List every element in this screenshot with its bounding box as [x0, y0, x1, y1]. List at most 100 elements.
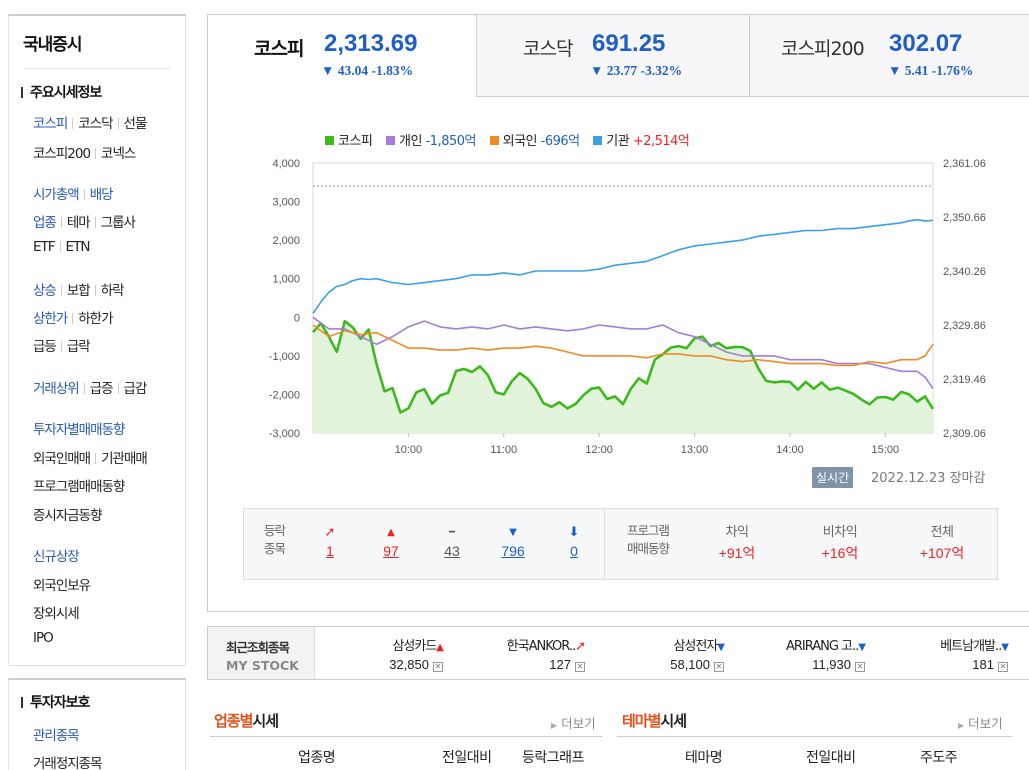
sidebar-item-halted-stocks[interactable]: 거래정지종목	[33, 756, 103, 770]
remove-icon[interactable]: ✕	[855, 662, 865, 672]
recent-stock-price: 32,850	[389, 657, 429, 672]
sidebar-row-foreign-holding: 외국인보유	[33, 574, 91, 594]
sidebar-item-plunge[interactable]: 급락	[66, 339, 91, 355]
sidebar-item-volume-drop[interactable]: 급감	[123, 381, 148, 397]
sidebar-item-lower-limit[interactable]: 하한가	[78, 311, 113, 327]
remove-icon[interactable]: ✕	[575, 662, 585, 672]
y-right-tick-label: 2,309.06	[943, 428, 986, 440]
sidebar-item-theme[interactable]: 테마	[66, 215, 91, 231]
sidebar-item-dividend[interactable]: 배당	[89, 187, 114, 203]
sidebar-item-konex[interactable]: 코넥스	[101, 146, 136, 162]
legend-value-foreign: -696억	[540, 134, 580, 149]
lower-limit-count[interactable]: 0	[570, 543, 578, 559]
market-close-date: 2022.12.23 장마감	[871, 471, 986, 486]
sidebar-row-managed: 관리종목	[33, 724, 80, 744]
sector-section-title[interactable]: 업종별시세	[214, 712, 279, 730]
sidebar-item-foreign-trading[interactable]: 외국인매매	[33, 451, 91, 467]
sidebar-row-rise: 상승 보합 하락	[33, 279, 125, 299]
tab-kospi200[interactable]: 코스피200 302.07 ▼ 5.41 -1.76%	[749, 15, 1029, 97]
sidebar-item-market-cap[interactable]: 시가총액	[33, 187, 80, 203]
sidebar-item-top-volume[interactable]: 거래상위	[33, 381, 80, 397]
sidebar-item-program-trading[interactable]: 프로그램매매동향	[33, 479, 125, 495]
realtime-badge[interactable]: 실시간	[812, 467, 854, 488]
theme-col-change: 전일대비	[806, 750, 856, 766]
sidebar-item-foreign-holding[interactable]: 외국인보유	[33, 578, 91, 594]
legend-label-institution: 기관	[606, 134, 630, 149]
sidebar-item-volume-surge[interactable]: 급증	[89, 381, 114, 397]
sector-more-link[interactable]: ▶ 더보기	[551, 716, 596, 731]
my-stock-title: MY STOCK	[226, 658, 299, 673]
breadth-lower-limit: ⬇ 0	[554, 523, 594, 559]
x-tick-label: 15:00	[872, 444, 900, 456]
program-non-arbitrage-value: +16억	[821, 545, 859, 561]
sidebar-item-ipo[interactable]: IPO	[33, 630, 54, 646]
y-left-tick-label: -1,000	[269, 351, 300, 363]
recent-stocks-label: 최근조회종목 MY STOCK	[208, 627, 315, 679]
sidebar-row-etf: ETF ETN	[33, 239, 91, 255]
fall-count[interactable]: 796	[501, 543, 525, 559]
sidebar-item-managed-stocks[interactable]: 관리종목	[33, 728, 80, 744]
recent-stock-name[interactable]: 삼성카드	[392, 639, 437, 654]
theme-more-link[interactable]: ▶ 더보기	[958, 716, 1003, 731]
rise-triangle-icon: ▲	[436, 642, 444, 653]
sidebar-item-surge[interactable]: 급등	[33, 339, 57, 355]
tab-kosdaq[interactable]: 코스닥 691.25 ▼ 23.77 -3.32%	[476, 15, 749, 97]
remove-icon[interactable]: ✕	[998, 662, 1008, 672]
chevron-right-icon: ▶	[551, 721, 558, 730]
tab-kosdaq-name: 코스닥	[523, 38, 573, 60]
sidebar-item-market-funds[interactable]: 증시자금동향	[33, 508, 103, 524]
fall-triangle-icon: ▼	[1001, 642, 1009, 653]
sidebar-item-investor-trading[interactable]: 투자자별매매동향	[33, 422, 125, 438]
recent-stock-price: 11,930	[812, 657, 851, 672]
sidebar-item-etn[interactable]: ETN	[65, 239, 91, 255]
program-arbitrage: 차익 +91억	[692, 523, 782, 563]
tab-kospi[interactable]: 코스피 2,313.69 ▼ 43.04 -1.83%	[208, 15, 476, 97]
sidebar-item-kospi200[interactable]: 코스피200	[33, 146, 91, 162]
sidebar-divider	[25, 68, 171, 69]
recent-stock-price: 181	[972, 657, 994, 672]
y-right-tick-label: 2,361.06	[943, 158, 986, 170]
sidebar-row-ipo-new: 신규상장	[33, 545, 80, 565]
x-tick-label: 10:00	[395, 444, 423, 456]
upper-limit-count[interactable]: 1	[326, 543, 334, 559]
sidebar-item-group[interactable]: 그룹사	[100, 215, 136, 231]
breadth-flat: ━ 43	[432, 523, 472, 559]
sidebar-item-upper-limit[interactable]: 상한가	[33, 311, 68, 327]
sidebar-row-funds: 증시자금동향	[33, 504, 103, 524]
market-breadth-box: 등락 종목 ➚ 1 ▲ 97 ━ 43 ▼ 796 ⬇ 0 프로그램 매매동향	[243, 508, 998, 580]
index-panel: 코스피 2,313.69 ▼ 43.04 -1.83% 코스닥 691.25 ▼…	[207, 14, 1029, 612]
breadth-rise: ▲ 97	[371, 523, 411, 559]
recent-stock-name[interactable]: 베트남개발..	[940, 639, 1002, 654]
recent-stock-item[interactable]: 삼성카드▲ 32,850 ✕	[313, 635, 444, 672]
rise-count[interactable]: 97	[383, 543, 399, 559]
sidebar-item-new-listing[interactable]: 신규상장	[33, 549, 80, 565]
sidebar-item-futures[interactable]: 선물	[123, 116, 148, 132]
sidebar-item-fall[interactable]: 하락	[100, 283, 125, 299]
legend-swatch-institution	[593, 136, 603, 145]
sidebar-item-etf[interactable]: ETF	[33, 239, 56, 255]
recent-stock-item[interactable]: 한국ANKOR..➚ 127 ✕	[455, 635, 586, 672]
sidebar-item-rise[interactable]: 상승	[33, 283, 57, 299]
recent-stock-name[interactable]: ARIRANG 고..	[785, 639, 859, 654]
remove-icon[interactable]: ✕	[714, 662, 724, 672]
recent-stock-item[interactable]: ARIRANG 고..▼ 11,930 ✕	[735, 635, 866, 672]
sidebar-row-kospi200: 코스피200 코넥스	[33, 142, 136, 162]
sidebar-item-flat[interactable]: 보합	[66, 283, 91, 299]
sector-divider	[210, 736, 602, 737]
sidebar-item-sector[interactable]: 업종	[33, 215, 57, 231]
sidebar-item-kospi[interactable]: 코스피	[33, 116, 68, 132]
sidebar-item-otc-price[interactable]: 장외시세	[33, 606, 80, 622]
theme-section-title[interactable]: 테마별시세	[622, 712, 687, 730]
sidebar-item-institution-trading[interactable]: 기관매매	[101, 451, 148, 467]
tab-kospi-value: 2,313.69	[324, 30, 418, 57]
y-left-tick-label: 3,000	[272, 197, 300, 209]
recent-stock-item[interactable]: 베트남개발..▼ 181 ✕	[878, 635, 1009, 672]
recent-stock-item[interactable]: 삼성전자▼ 58,100 ✕	[594, 635, 725, 672]
program-total: 전체 +107억	[897, 523, 987, 563]
recent-stock-name[interactable]: 한국ANKOR..	[506, 639, 576, 654]
sidebar-item-kosdaq[interactable]: 코스닥	[78, 116, 113, 132]
recent-stock-name[interactable]: 삼성전자	[673, 639, 718, 654]
remove-icon[interactable]: ✕	[433, 662, 443, 672]
breadth-divider	[604, 509, 605, 579]
flat-count[interactable]: 43	[444, 543, 460, 559]
